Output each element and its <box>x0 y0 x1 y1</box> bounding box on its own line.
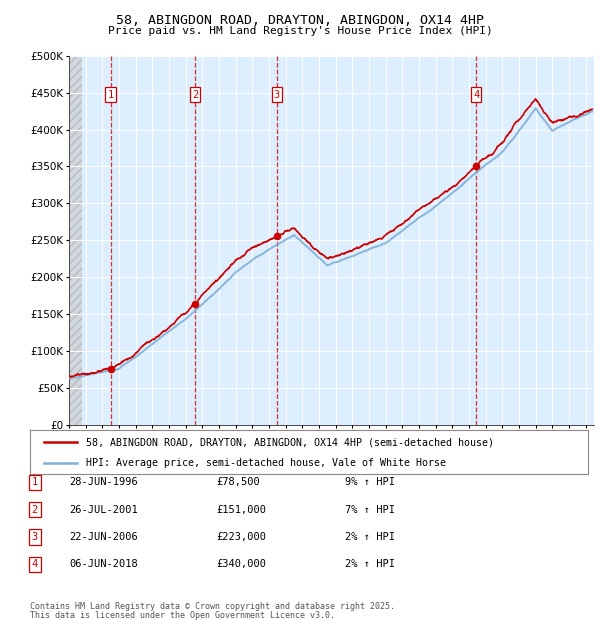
Text: £151,000: £151,000 <box>216 505 266 515</box>
Text: £223,000: £223,000 <box>216 532 266 542</box>
Text: 7% ↑ HPI: 7% ↑ HPI <box>345 505 395 515</box>
Text: 22-JUN-2006: 22-JUN-2006 <box>69 532 138 542</box>
Text: 58, ABINGDON ROAD, DRAYTON, ABINGDON, OX14 4HP (semi-detached house): 58, ABINGDON ROAD, DRAYTON, ABINGDON, OX… <box>86 437 494 447</box>
Text: 28-JUN-1996: 28-JUN-1996 <box>69 477 138 487</box>
Text: 2% ↑ HPI: 2% ↑ HPI <box>345 559 395 569</box>
Text: 2% ↑ HPI: 2% ↑ HPI <box>345 532 395 542</box>
Text: 58, ABINGDON ROAD, DRAYTON, ABINGDON, OX14 4HP: 58, ABINGDON ROAD, DRAYTON, ABINGDON, OX… <box>116 14 484 27</box>
Text: Contains HM Land Registry data © Crown copyright and database right 2025.: Contains HM Land Registry data © Crown c… <box>30 602 395 611</box>
Text: £78,500: £78,500 <box>216 477 260 487</box>
Text: Price paid vs. HM Land Registry's House Price Index (HPI): Price paid vs. HM Land Registry's House … <box>107 26 493 36</box>
Text: 26-JUL-2001: 26-JUL-2001 <box>69 505 138 515</box>
Bar <box>69 56 82 425</box>
Text: This data is licensed under the Open Government Licence v3.0.: This data is licensed under the Open Gov… <box>30 611 335 619</box>
Text: 4: 4 <box>473 89 479 100</box>
Text: 4: 4 <box>32 559 38 569</box>
Text: 3: 3 <box>274 89 280 100</box>
Text: 1: 1 <box>32 477 38 487</box>
Text: 06-JUN-2018: 06-JUN-2018 <box>69 559 138 569</box>
Text: 2: 2 <box>32 505 38 515</box>
Text: £340,000: £340,000 <box>216 559 266 569</box>
Text: 9% ↑ HPI: 9% ↑ HPI <box>345 477 395 487</box>
Text: HPI: Average price, semi-detached house, Vale of White Horse: HPI: Average price, semi-detached house,… <box>86 458 446 468</box>
Text: 1: 1 <box>107 89 113 100</box>
Text: 3: 3 <box>32 532 38 542</box>
Text: 2: 2 <box>192 89 198 100</box>
